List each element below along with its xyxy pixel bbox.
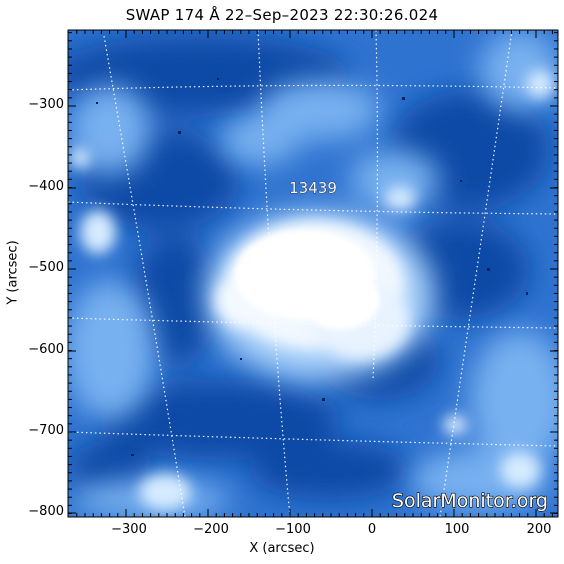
x-axis-label: X (arcsec) — [249, 541, 315, 556]
y-tick-label: −300 — [28, 97, 64, 112]
plot-title: SWAP 174 Å 22–Sep–2023 22:30:26.024 — [125, 6, 439, 24]
y-tick-label: −800 — [28, 504, 64, 519]
x-tick-label: −300 — [111, 522, 147, 537]
active-region-label: 13439 — [289, 179, 337, 197]
watermark: SolarMonitor.org — [392, 490, 548, 512]
x-tick-label: 200 — [526, 522, 552, 537]
y-tick-label: −700 — [28, 423, 64, 438]
y-tick-label: −400 — [28, 179, 64, 194]
x-tick-label: −100 — [275, 522, 311, 537]
x-tick-label: 0 — [367, 522, 377, 537]
y-tick-label: −600 — [28, 342, 64, 357]
y-axis-label: Y (arcsec) — [5, 240, 21, 305]
x-tick-label: 100 — [444, 522, 470, 537]
x-tick-label: −200 — [193, 522, 229, 537]
y-tick-label: −500 — [28, 260, 64, 275]
